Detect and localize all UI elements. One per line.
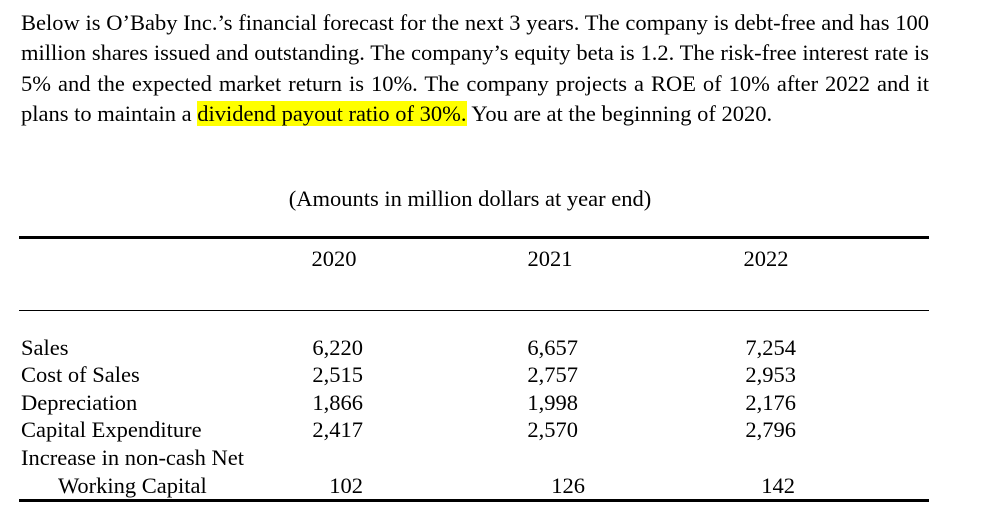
- highlighted-text: dividend payout ratio of 30%.: [197, 101, 467, 127]
- cell-cost-of-sales-2020: 2,515: [312, 362, 363, 387]
- table-caption: (Amounts in million dollars at year end): [0, 186, 940, 212]
- intro-text-end: You are at the beginning of 2020.: [466, 101, 773, 127]
- cell-sales-2021: 6,657: [527, 335, 578, 360]
- problem-statement: Below is O’Baby Inc.’s financial forecas…: [21, 8, 929, 130]
- cell-sales-2022: 7,254: [745, 335, 796, 360]
- row-label-nwc-line2: Working Capital: [58, 473, 207, 498]
- cell-capex-2022: 2,796: [745, 417, 796, 442]
- cell-capex-2020: 2,417: [312, 417, 363, 442]
- cell-sales-2020: 6,220: [312, 335, 363, 360]
- year-header-2020: 2020: [311, 246, 357, 271]
- cell-cost-of-sales-2022: 2,953: [745, 362, 796, 387]
- cell-nwc-2021: 126: [551, 473, 585, 498]
- table-header-rule: [19, 310, 929, 311]
- row-label-cost-of-sales: Cost of Sales: [21, 362, 140, 387]
- cell-nwc-2020: 102: [329, 473, 363, 498]
- intro-text: Below is O’Baby Inc.’s financial forecas…: [21, 10, 929, 127]
- year-header-2021: 2021: [527, 246, 573, 271]
- row-label-capital-expenditure: Capital Expenditure: [21, 417, 202, 442]
- row-label-nwc-line1: Increase in non-cash Net: [21, 445, 245, 470]
- table-bottom-rule: [19, 499, 929, 502]
- cell-depreciation-2022: 2,176: [745, 390, 796, 415]
- cell-depreciation-2021: 1,998: [527, 390, 578, 415]
- row-label-depreciation: Depreciation: [21, 390, 138, 415]
- year-header-2022: 2022: [743, 246, 789, 271]
- table-top-rule: [19, 236, 929, 239]
- cell-cost-of-sales-2021: 2,757: [527, 362, 578, 387]
- cell-depreciation-2020: 1,866: [312, 390, 363, 415]
- cell-capex-2021: 2,570: [527, 417, 578, 442]
- row-label-sales: Sales: [21, 335, 69, 360]
- cell-nwc-2022: 142: [761, 473, 795, 498]
- table-caption-text: (Amounts in million dollars at year end): [288, 186, 652, 211]
